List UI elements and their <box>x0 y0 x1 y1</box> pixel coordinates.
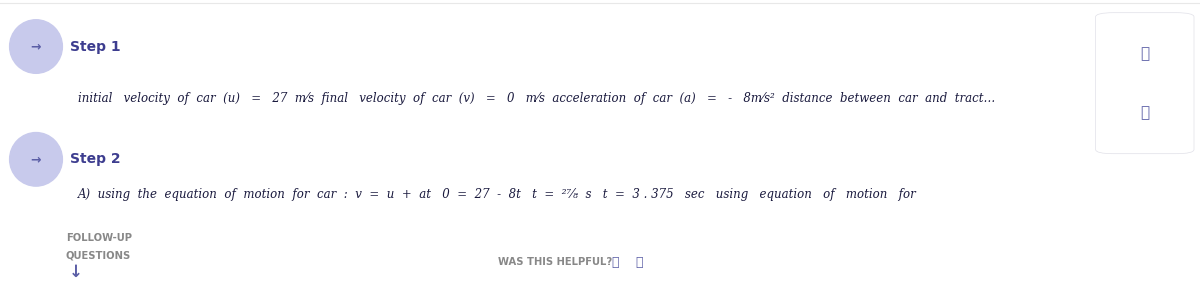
Text: ↓: ↓ <box>68 263 83 281</box>
Text: 👎: 👎 <box>636 256 643 269</box>
Text: 👍: 👍 <box>1140 47 1150 61</box>
Text: WAS THIS HELPFUL?: WAS THIS HELPFUL? <box>498 257 612 267</box>
Text: 👎: 👎 <box>1140 105 1150 120</box>
Text: FOLLOW-UP: FOLLOW-UP <box>66 233 132 243</box>
FancyBboxPatch shape <box>1096 13 1194 154</box>
Ellipse shape <box>10 20 62 73</box>
Ellipse shape <box>10 133 62 186</box>
Text: Step 2: Step 2 <box>70 152 120 166</box>
Text: QUESTIONS: QUESTIONS <box>66 250 131 260</box>
Text: Step 1: Step 1 <box>70 39 120 54</box>
Text: 👍: 👍 <box>612 256 619 269</box>
Text: →: → <box>31 40 41 53</box>
Text: →: → <box>31 153 41 166</box>
Text: initial   velocity  of  car  (u)   =   27  m⁄s  final   velocity  of  car  (v)  : initial velocity of car (u) = 27 m⁄s fin… <box>78 92 995 105</box>
Text: A)  using  the  equation  of  motion  for  car  :  v  =  u  +  at   0  =  27  - : A) using the equation of motion for car … <box>78 188 917 201</box>
